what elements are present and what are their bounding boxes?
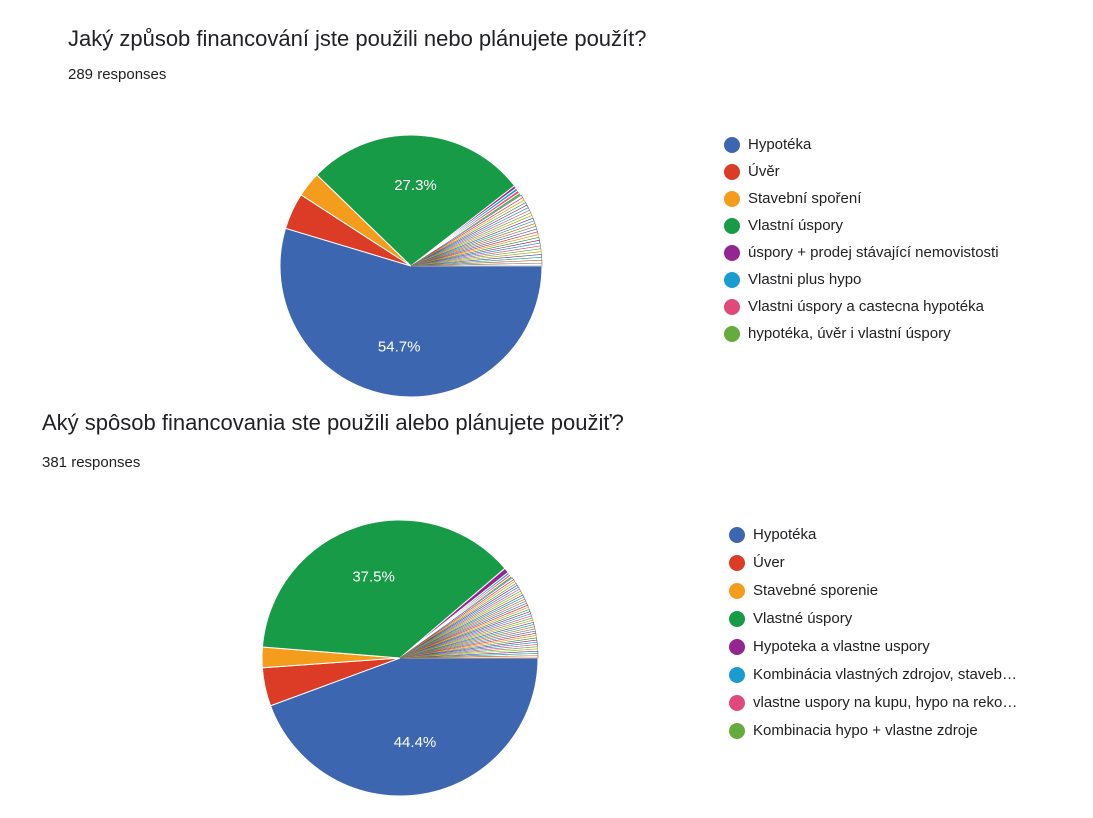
- response-count: 381 responses: [42, 454, 141, 471]
- legend-label: Hypotéka: [753, 526, 817, 543]
- legend: Hypotéka Úvěr Stavební spoření Vlastní úspo…: [724, 134, 999, 350]
- legend-color-swatch: [729, 611, 745, 627]
- legend-label: Kombinacia hypo + vlastne zdroje: [753, 722, 978, 739]
- legend-color-swatch: [729, 583, 745, 599]
- legend-color-swatch: [724, 137, 740, 153]
- chart-title: Jaký způsob financování jste použili neb…: [68, 26, 647, 51]
- legend-item[interactable]: úspory + prodej stávající nemovistosti: [724, 242, 999, 269]
- legend-label: Vlastní úspory: [748, 217, 844, 234]
- pie-slice[interactable]: [316, 134, 516, 267]
- legend-color-swatch: [729, 639, 745, 655]
- legend-label: Kombinácia vlastných zdrojov, staveb…: [753, 666, 1018, 683]
- legend-item[interactable]: Vlastné úspory: [729, 608, 1017, 636]
- legend-color-swatch: [729, 667, 745, 683]
- legend-item[interactable]: Kombinacia hypo + vlastne zdroje: [729, 720, 1017, 748]
- legend-item[interactable]: Úver: [729, 552, 1017, 580]
- legend-color-swatch: [729, 555, 745, 571]
- legend-label: Vlastni úspory a castecna hypotéka: [748, 298, 984, 315]
- chart-title: Aký spôsob financovania ste použili aleb…: [42, 410, 624, 435]
- pie-slice[interactable]: [269, 657, 539, 797]
- legend-label: úspory + prodej stávající nemovistosti: [748, 244, 999, 261]
- legend-item[interactable]: Stavební spoření: [724, 188, 999, 215]
- legend-item[interactable]: Hypotéka: [724, 134, 999, 161]
- legend-color-swatch: [729, 695, 745, 711]
- legend-label: Hypotéka: [748, 136, 812, 153]
- legend-item[interactable]: Hypotéka: [729, 524, 1017, 552]
- legend-color-swatch: [724, 326, 740, 342]
- chart-card-2: Aký spôsob financovania ste použili aleb…: [0, 400, 1093, 818]
- pie-slice[interactable]: [261, 519, 506, 659]
- legend-label: hypotéka, úvěr i vlastní úspory: [748, 325, 951, 342]
- pie-chart: 54.7% 27.3%: [279, 134, 543, 398]
- legend-color-swatch: [724, 191, 740, 207]
- slice-percent-label: 27.3%: [394, 177, 437, 194]
- legend-color-swatch: [724, 245, 740, 261]
- legend-label: Stavební spoření: [748, 190, 862, 207]
- legend-label: Vlastné úspory: [753, 610, 853, 627]
- legend-label: Úver: [753, 554, 785, 571]
- chart-card-1: Jaký způsob financování jste použili neb…: [0, 0, 1093, 400]
- legend-color-swatch: [724, 299, 740, 315]
- legend-item[interactable]: Stavebné sporenie: [729, 580, 1017, 608]
- pie-slice-minor[interactable]: [399, 655, 539, 659]
- legend-item[interactable]: vlastne uspory na kupu, hypo na reko…: [729, 692, 1017, 720]
- legend-label: Úvěr: [748, 163, 780, 180]
- legend-color-swatch: [724, 218, 740, 234]
- pie-slice[interactable]: [279, 227, 543, 398]
- legend-color-swatch: [729, 723, 745, 739]
- legend-item[interactable]: Vlastni úspory a castecna hypotéka: [724, 296, 999, 323]
- legend-label: Vlastni plus hypo: [748, 271, 862, 288]
- legend-item[interactable]: hypotéka, úvěr i vlastní úspory: [724, 323, 999, 350]
- legend-item[interactable]: Úvěr: [724, 161, 999, 188]
- legend-item[interactable]: Vlastní úspory: [724, 215, 999, 242]
- legend-label: Stavebné sporenie: [753, 582, 879, 599]
- legend: Hypotéka Úver Stavebné sporenie Vlastné úsp…: [729, 524, 1017, 748]
- response-count: 289 responses: [68, 66, 167, 83]
- legend-label: vlastne uspory na kupu, hypo na reko…: [753, 694, 1018, 711]
- legend-color-swatch: [724, 272, 740, 288]
- slice-percent-label: 54.7%: [378, 338, 421, 355]
- legend-color-swatch: [724, 164, 740, 180]
- legend-color-swatch: [729, 527, 745, 543]
- slice-percent-label: 44.4%: [394, 734, 437, 751]
- legend-item[interactable]: Kombinácia vlastných zdrojov, staveb…: [729, 664, 1017, 692]
- slice-percent-label: 37.5%: [352, 569, 395, 586]
- pie-chart: 44.4% 37.5%: [261, 519, 539, 797]
- legend-label: Hypoteka a vlastne uspory: [753, 638, 930, 655]
- legend-item[interactable]: Hypoteka a vlastne uspory: [729, 636, 1017, 664]
- legend-item[interactable]: Vlastni plus hypo: [724, 269, 999, 296]
- pie-slice-minor[interactable]: [410, 262, 543, 267]
